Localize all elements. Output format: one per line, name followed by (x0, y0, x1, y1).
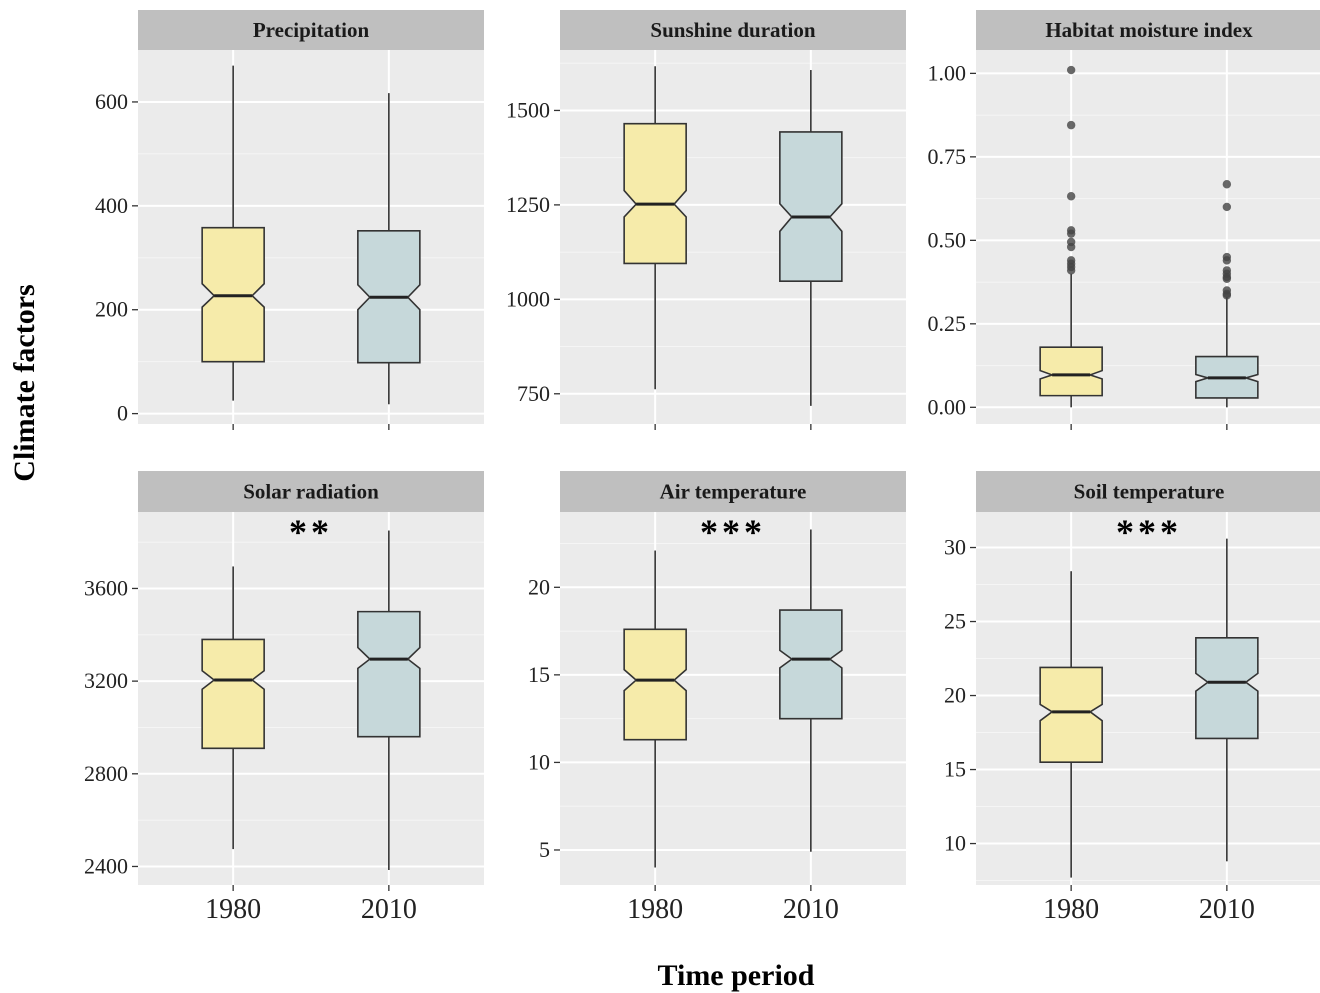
y-tick-label: 20 (944, 683, 966, 708)
panel-grid: Precipitation 0 200 400 600 Sunshine duration… (84, 10, 1320, 925)
box-2010 (1195, 538, 1259, 862)
outlier-point (1222, 256, 1232, 265)
notched-box (779, 131, 843, 283)
panel-strip (138, 471, 484, 512)
notched-box (1195, 637, 1259, 740)
y-tick-label: 10 (528, 749, 550, 774)
y-tick-label: 20 (528, 574, 550, 599)
panel-strip (976, 471, 1320, 512)
outlier-point (1066, 242, 1076, 252)
outlier-point (1222, 291, 1232, 300)
plot-background (138, 50, 484, 424)
significance-marker: ** (289, 512, 333, 552)
y-tick-label: 1.00 (928, 60, 967, 85)
outlier-point (1222, 180, 1232, 189)
y-tick-label: 1500 (506, 97, 550, 122)
y-tick-label: 1250 (506, 192, 550, 217)
y-tick-label: 200 (95, 297, 128, 322)
x-axis-title: Time period (658, 959, 815, 992)
y-tick-label: 25 (944, 609, 966, 634)
x-tick-label: 1980 (205, 894, 261, 925)
box-1980 (201, 65, 265, 401)
panel-strip (560, 10, 906, 50)
y-tick-label: 0 (117, 401, 128, 426)
box-1980 (1039, 65, 1103, 408)
box-1980 (623, 66, 687, 390)
plot-background (976, 50, 1320, 424)
significance-marker: *** (700, 512, 766, 552)
significance-marker: *** (1116, 512, 1182, 552)
outlier-point (1066, 120, 1076, 130)
outlier-point (1222, 274, 1232, 283)
box-2010 (357, 93, 421, 405)
panel-strip (976, 10, 1320, 50)
panel-sunshine-duration: Sunshine duration 750 1000 1250 1500 (506, 10, 906, 430)
outlier-point (1066, 65, 1076, 75)
plot-background (138, 512, 484, 885)
box-1980 (1039, 571, 1103, 878)
y-tick-label: 0.25 (928, 311, 967, 336)
notched-box (1039, 346, 1103, 397)
panel-precipitation: Precipitation 0 200 400 600 (95, 10, 484, 430)
panel-strip (138, 10, 484, 50)
plot-background (560, 512, 906, 885)
notched-box (623, 122, 687, 265)
box-2010 (1195, 180, 1259, 408)
x-tick-label: 1980 (1043, 894, 1099, 925)
panel-strip (560, 471, 906, 512)
x-tick-label: 2010 (1199, 894, 1255, 925)
panel-title: Soil temperature (1074, 480, 1225, 504)
outlier-point (1066, 192, 1076, 201)
y-tick-label: 400 (95, 193, 128, 218)
panel-solar-radiation: Solar radiation 2400 2800 3200 3600 1980 2010 *… (84, 471, 484, 925)
notched-box (779, 609, 843, 720)
y-tick-label: 3600 (84, 575, 128, 600)
notched-box (623, 628, 687, 741)
panel-soil-temperature: Soil temperature 10 15 20 25 30 1980 2010 *** (944, 471, 1320, 925)
box-1980 (623, 550, 687, 868)
outlier-point (1066, 266, 1076, 275)
box-2010 (779, 529, 843, 852)
y-tick-label: 30 (944, 535, 966, 560)
y-tick-label: 2800 (84, 761, 128, 786)
panel-title: Solar radiation (243, 480, 379, 504)
box-1980 (201, 566, 265, 850)
outlier-point (1222, 202, 1232, 212)
box-2010 (357, 530, 421, 870)
x-tick-label: 1980 (627, 894, 683, 925)
y-tick-label: 0.75 (928, 144, 967, 169)
notched-box (357, 610, 421, 738)
y-axis-title: Climate factors (8, 284, 41, 481)
notched-box (1039, 666, 1103, 763)
plot-background (976, 512, 1320, 885)
y-tick-label: 2400 (84, 853, 128, 878)
y-tick-label: 3200 (84, 668, 128, 693)
y-tick-label: 10 (944, 831, 966, 856)
y-tick-label: 1000 (506, 286, 550, 311)
x-tick-label: 2010 (783, 894, 839, 925)
panel-title: Precipitation (253, 18, 370, 42)
notched-box (201, 638, 265, 750)
y-tick-label: 600 (95, 89, 128, 114)
panel-air-temperature: Air temperature 5 10 15 20 1980 2010 *** (528, 471, 906, 925)
y-tick-label: 750 (517, 381, 550, 406)
y-tick-label: 0.00 (928, 394, 967, 419)
y-tick-label: 0.50 (928, 227, 967, 252)
y-tick-label: 5 (539, 837, 550, 862)
panel-title: Air temperature (660, 480, 807, 504)
box-2010 (779, 70, 843, 406)
y-tick-label: 15 (528, 662, 550, 687)
panel-title: Habitat moisture index (1045, 18, 1253, 42)
panel-habitat-moisture-index: Habitat moisture index 0.00 0.25 0.50 0.75 1.… (928, 10, 1320, 430)
y-tick-label: 15 (944, 757, 966, 782)
panel-title: Sunshine duration (650, 18, 815, 42)
plot-background (560, 50, 906, 424)
outlier-point (1066, 229, 1076, 238)
x-tick-label: 2010 (361, 894, 417, 925)
